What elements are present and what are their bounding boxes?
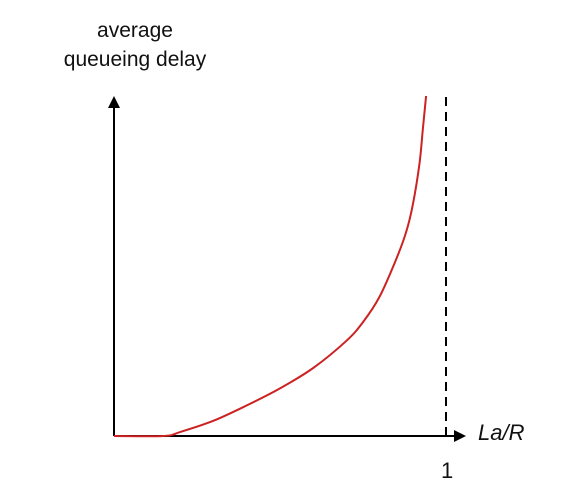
x-axis-label: La/R	[478, 420, 525, 445]
y-axis-label-line-1: average	[97, 19, 173, 42]
series-layer	[113, 95, 428, 438]
delay-curve-series-0	[113, 95, 428, 438]
x-tick-label-1: 1	[441, 458, 454, 483]
y-axis-label: average queueing delay	[40, 16, 230, 74]
y-axis-label-line-2: queueing delay	[63, 48, 207, 71]
